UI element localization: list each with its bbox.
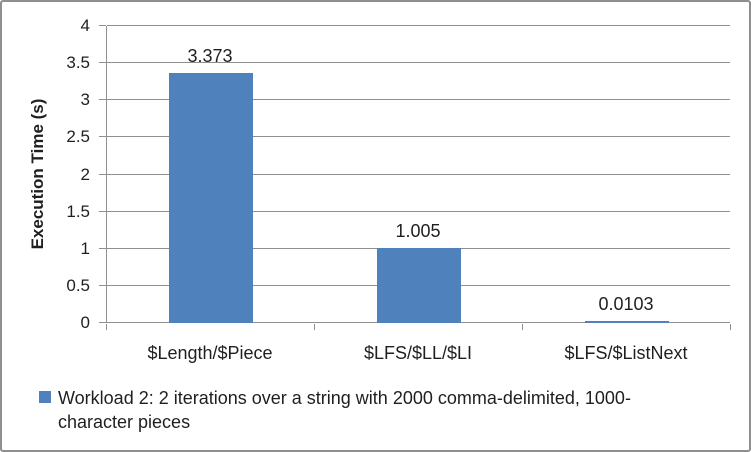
y-axis-tick-label: 4 bbox=[80, 16, 90, 35]
x-axis-category-label: $LFS/$ListNext bbox=[564, 343, 688, 363]
legend-line-2: character pieces bbox=[58, 412, 191, 432]
y-axis-tick-label: 2 bbox=[80, 164, 90, 184]
gridline bbox=[107, 173, 730, 175]
x-axis-tick-mark bbox=[730, 324, 731, 330]
y-axis-tick-label: 0.5 bbox=[66, 275, 90, 295]
y-axis-tick-label: 3 bbox=[80, 90, 90, 110]
legend-label: Workload 2: 2 iterations over a string w… bbox=[58, 386, 631, 434]
bar bbox=[169, 72, 253, 323]
gridline bbox=[107, 25, 730, 26]
bar-value-label: 3.373 bbox=[187, 45, 233, 66]
gridline bbox=[107, 99, 730, 101]
gridline bbox=[107, 247, 730, 249]
legend-line-1: Workload 2: 2 iterations over a string w… bbox=[58, 388, 631, 408]
y-axis-tick-label: 2.5 bbox=[66, 127, 90, 147]
y-axis-tick-mark bbox=[99, 173, 106, 175]
x-axis-category-label: $Length/$Piece bbox=[147, 343, 273, 363]
y-axis-tick-mark bbox=[99, 99, 106, 101]
y-axis-tick-mark bbox=[99, 284, 106, 286]
y-axis-tick-mark bbox=[99, 25, 106, 26]
x-axis-category-label: $LFS/$LL/$LI bbox=[363, 343, 473, 363]
bar bbox=[585, 321, 669, 323]
legend: Workload 2: 2 iterations over a string w… bbox=[39, 386, 631, 434]
bar-value-label: 1.005 bbox=[395, 221, 441, 242]
y-axis-tick-label: 1 bbox=[80, 238, 90, 258]
y-axis-tick-mark bbox=[99, 62, 106, 64]
legend-swatch-icon bbox=[39, 391, 51, 403]
plot-area bbox=[106, 25, 730, 323]
x-axis-tick-mark bbox=[106, 324, 107, 330]
y-axis-tick-label: 1.5 bbox=[66, 201, 90, 221]
bar bbox=[377, 248, 461, 323]
gridline bbox=[107, 62, 730, 64]
gridline bbox=[107, 136, 730, 138]
x-axis-tick-mark bbox=[522, 324, 523, 330]
y-axis-tick-label: 0 bbox=[80, 313, 90, 332]
y-axis-tick-mark bbox=[99, 210, 106, 212]
y-axis-tick-mark bbox=[99, 136, 106, 138]
y-axis-tick-mark bbox=[99, 322, 106, 323]
gridline bbox=[107, 210, 730, 212]
x-axis-tick-mark bbox=[314, 324, 315, 330]
y-axis-tick-label: 3.5 bbox=[66, 53, 90, 73]
bar-value-label: 0.0103 bbox=[598, 294, 654, 314]
y-axis-tick-mark bbox=[99, 247, 106, 249]
